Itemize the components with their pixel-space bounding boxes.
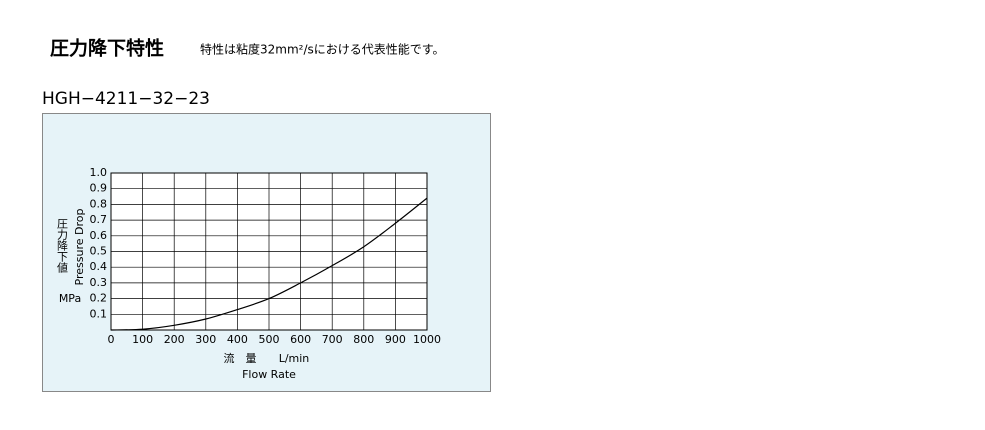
y-tick-label: 0.6 bbox=[90, 229, 108, 242]
y-tick-label: 0.3 bbox=[90, 276, 108, 289]
y-tick-label: 1.0 bbox=[90, 166, 108, 179]
x-tick-label: 400 bbox=[227, 333, 248, 346]
x-tick-label: 900 bbox=[385, 333, 406, 346]
x-tick-label: 200 bbox=[164, 333, 185, 346]
y-tick-label: 0.7 bbox=[90, 213, 108, 226]
x-tick-label: 800 bbox=[353, 333, 374, 346]
x-tick-label: 500 bbox=[259, 333, 280, 346]
x-label: Flow Rate bbox=[242, 368, 296, 381]
y-tick-label: 0.4 bbox=[90, 260, 108, 273]
y-label: Pressure Drop bbox=[73, 209, 86, 286]
y-tick-label: 0.1 bbox=[90, 307, 108, 320]
x-tick-label: 100 bbox=[132, 333, 153, 346]
curve bbox=[110, 197, 428, 331]
x-unit: L/min bbox=[279, 352, 310, 365]
x-label-ja: 流 量 bbox=[224, 351, 257, 365]
x-tick-label: 600 bbox=[290, 333, 311, 346]
y-label-ja: 圧力降下値 bbox=[56, 218, 69, 274]
y-tick-label: 0.2 bbox=[90, 292, 108, 305]
x-tick-label: 700 bbox=[322, 333, 343, 346]
chart-title: HGH−4211−32−23 bbox=[42, 89, 210, 109]
x-tick-label: 1000 bbox=[413, 333, 441, 346]
y-tick-label: 0.5 bbox=[90, 245, 108, 258]
y-unit: MPa bbox=[59, 292, 81, 305]
y-tick-label: 0.8 bbox=[90, 197, 108, 210]
note: 特性は粘度32mm²/sにおける代表性能です。 bbox=[200, 42, 445, 57]
y-tick-label: 0.9 bbox=[90, 182, 108, 195]
x-tick-label: 300 bbox=[195, 333, 216, 346]
section-title: 圧力降下特性 bbox=[50, 37, 164, 60]
x-tick-label: 0 bbox=[108, 333, 115, 346]
